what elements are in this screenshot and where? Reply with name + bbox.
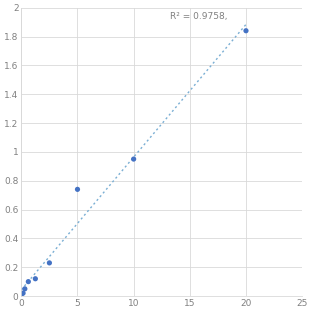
- Point: [21, 291, 26, 296]
- Point: [131, 157, 136, 162]
- Point: [75, 187, 80, 192]
- Point: [22, 286, 27, 291]
- Point: [26, 279, 31, 284]
- Point: [47, 261, 52, 266]
- Point: [19, 292, 24, 297]
- Point: [33, 276, 38, 281]
- Point: [243, 28, 248, 33]
- Text: R² = 0.9758,: R² = 0.9758,: [170, 12, 227, 21]
